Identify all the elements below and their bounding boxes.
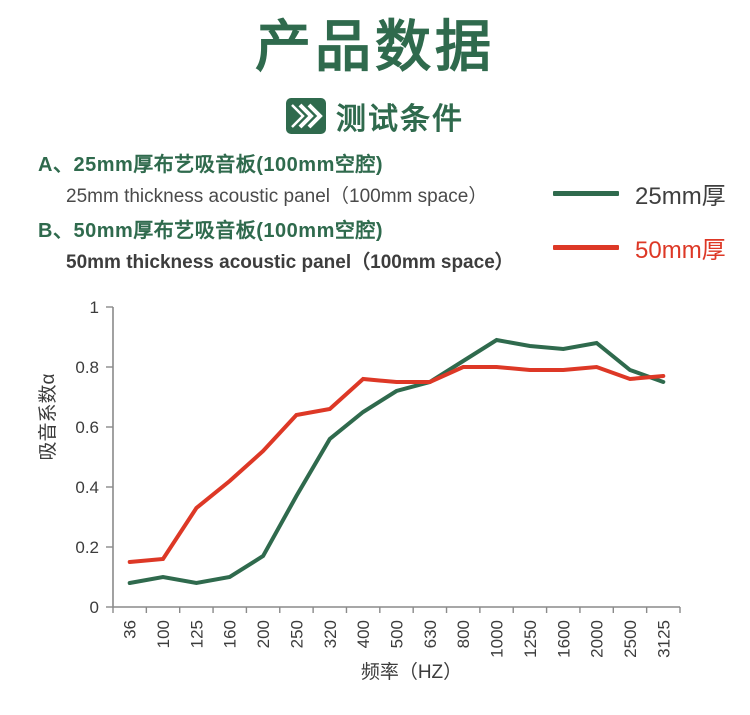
x-tick-label: 320 <box>321 620 340 648</box>
x-tick-label: 36 <box>121 620 140 639</box>
y-tick-label: 0.4 <box>75 478 99 497</box>
legend-swatch-25mm <box>553 190 619 196</box>
absorption-line-chart: 0 0.2 0.4 0.6 0.8 1 36 100 125 160 200 250 320 400 500… <box>0 290 750 715</box>
legend-label-25mm: 25mm厚 <box>635 182 726 210</box>
x-tick-label: 400 <box>354 620 373 648</box>
section-header: 测试条件 <box>0 94 750 138</box>
chart-canvas: 0 0.2 0.4 0.6 0.8 1 36 100 125 160 200 250 320 400 500… <box>37 298 681 683</box>
x-tick-label: 250 <box>287 620 306 648</box>
spec-25mm-label-zh: A、25mm厚布艺吸音板(100mm空腔) <box>38 154 384 176</box>
x-tick-label: 800 <box>454 620 473 648</box>
y-tick-label: 1 <box>90 298 99 317</box>
spec-25mm-label-en: 25mm thickness acoustic panel（100mm spac… <box>66 186 488 207</box>
y-axis-title: 吸音系数α <box>37 373 59 460</box>
x-tick-label: 1000 <box>488 620 507 658</box>
legend-item-50mm: 50mm厚 <box>553 232 743 264</box>
x-tick-label: 1250 <box>521 620 540 658</box>
legend-swatch-50mm <box>553 244 619 250</box>
x-axis-title: 频率（HZ） <box>361 661 462 683</box>
spec-item-25mm: A、25mm厚布艺吸音板(100mm空腔) 25mm thickness aco… <box>38 148 487 208</box>
x-tick-label: 100 <box>154 620 173 648</box>
x-tick-label: 630 <box>421 620 440 648</box>
legend-item-25mm: 25mm厚 <box>553 178 743 210</box>
series-line-50mm厚 <box>127 364 666 564</box>
section-subtitle: 测试条件 <box>336 103 464 136</box>
x-tick-label: 1600 <box>554 620 573 658</box>
y-tick-label: 0.8 <box>75 358 99 377</box>
double-chevron-right-icon <box>286 98 326 134</box>
spec-50mm-label-en: 50mm thickness acoustic panel（100mm spac… <box>66 252 514 273</box>
y-tick-label: 0.6 <box>75 418 99 437</box>
spec-item-50mm: B、50mm厚布艺吸音板(100mm空腔) 50mm thickness aco… <box>38 214 514 274</box>
x-tick-label: 160 <box>221 620 240 648</box>
axes-frame <box>112 307 680 608</box>
y-tick-label: 0.2 <box>75 538 99 557</box>
x-tick-label: 2500 <box>621 620 640 658</box>
series-line-25mm厚 <box>127 337 666 586</box>
x-tick-label: 3125 <box>654 620 673 658</box>
y-tick-label: 0 <box>90 598 99 617</box>
x-tick-label: 125 <box>187 620 206 648</box>
x-tick-label: 2000 <box>588 620 607 658</box>
legend-label-50mm: 50mm厚 <box>635 236 726 264</box>
chart-legend: 25mm厚 50mm厚 <box>553 178 743 264</box>
x-tick-label: 500 <box>388 620 407 648</box>
page-title: 产品数据 <box>255 15 495 78</box>
spec-50mm-label-zh: B、50mm厚布艺吸音板(100mm空腔) <box>38 220 384 242</box>
x-tick-label: 200 <box>254 620 273 648</box>
